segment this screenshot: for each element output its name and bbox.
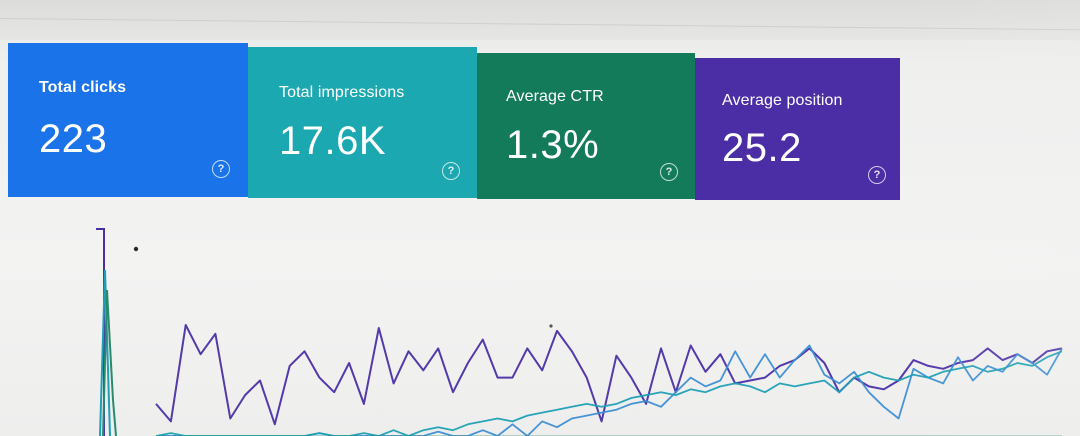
metric-label: Average CTR: [506, 88, 604, 105]
metric-card-total-clicks[interactable]: Total clicks 223 ?: [8, 43, 248, 197]
metric-card-average-ctr[interactable]: Average CTR 1.3% ?: [477, 53, 695, 199]
early-spike-line: [102, 289, 117, 436]
metric-card-total-impressions[interactable]: Total impressions 17.6K ?: [248, 47, 477, 198]
metric-card-average-position[interactable]: Average position 25.2 ?: [695, 58, 900, 200]
performance-chart-svg: [96, 228, 1063, 436]
metric-value: 223: [39, 117, 108, 161]
metric-value: 17.6K: [279, 119, 387, 163]
help-icon[interactable]: ?: [868, 166, 886, 184]
data-point-dot: [133, 246, 139, 252]
metric-label: Average position: [722, 92, 843, 109]
metric-value: 1.3%: [506, 123, 600, 167]
performance-chart[interactable]: [0, 200, 1080, 436]
metric-value: 25.2: [722, 126, 802, 170]
chart-spike-group: [96, 228, 553, 436]
metric-label: Total clicks: [39, 79, 127, 96]
help-icon[interactable]: ?: [212, 160, 230, 178]
help-icon[interactable]: ?: [660, 163, 678, 181]
metric-label: Total impressions: [279, 84, 405, 101]
early-spike-line: [99, 269, 111, 436]
chart-lines-group: [155, 324, 1063, 436]
series-line-position: [155, 324, 1063, 426]
help-icon[interactable]: ?: [442, 162, 460, 180]
data-point-dot: [549, 324, 553, 328]
